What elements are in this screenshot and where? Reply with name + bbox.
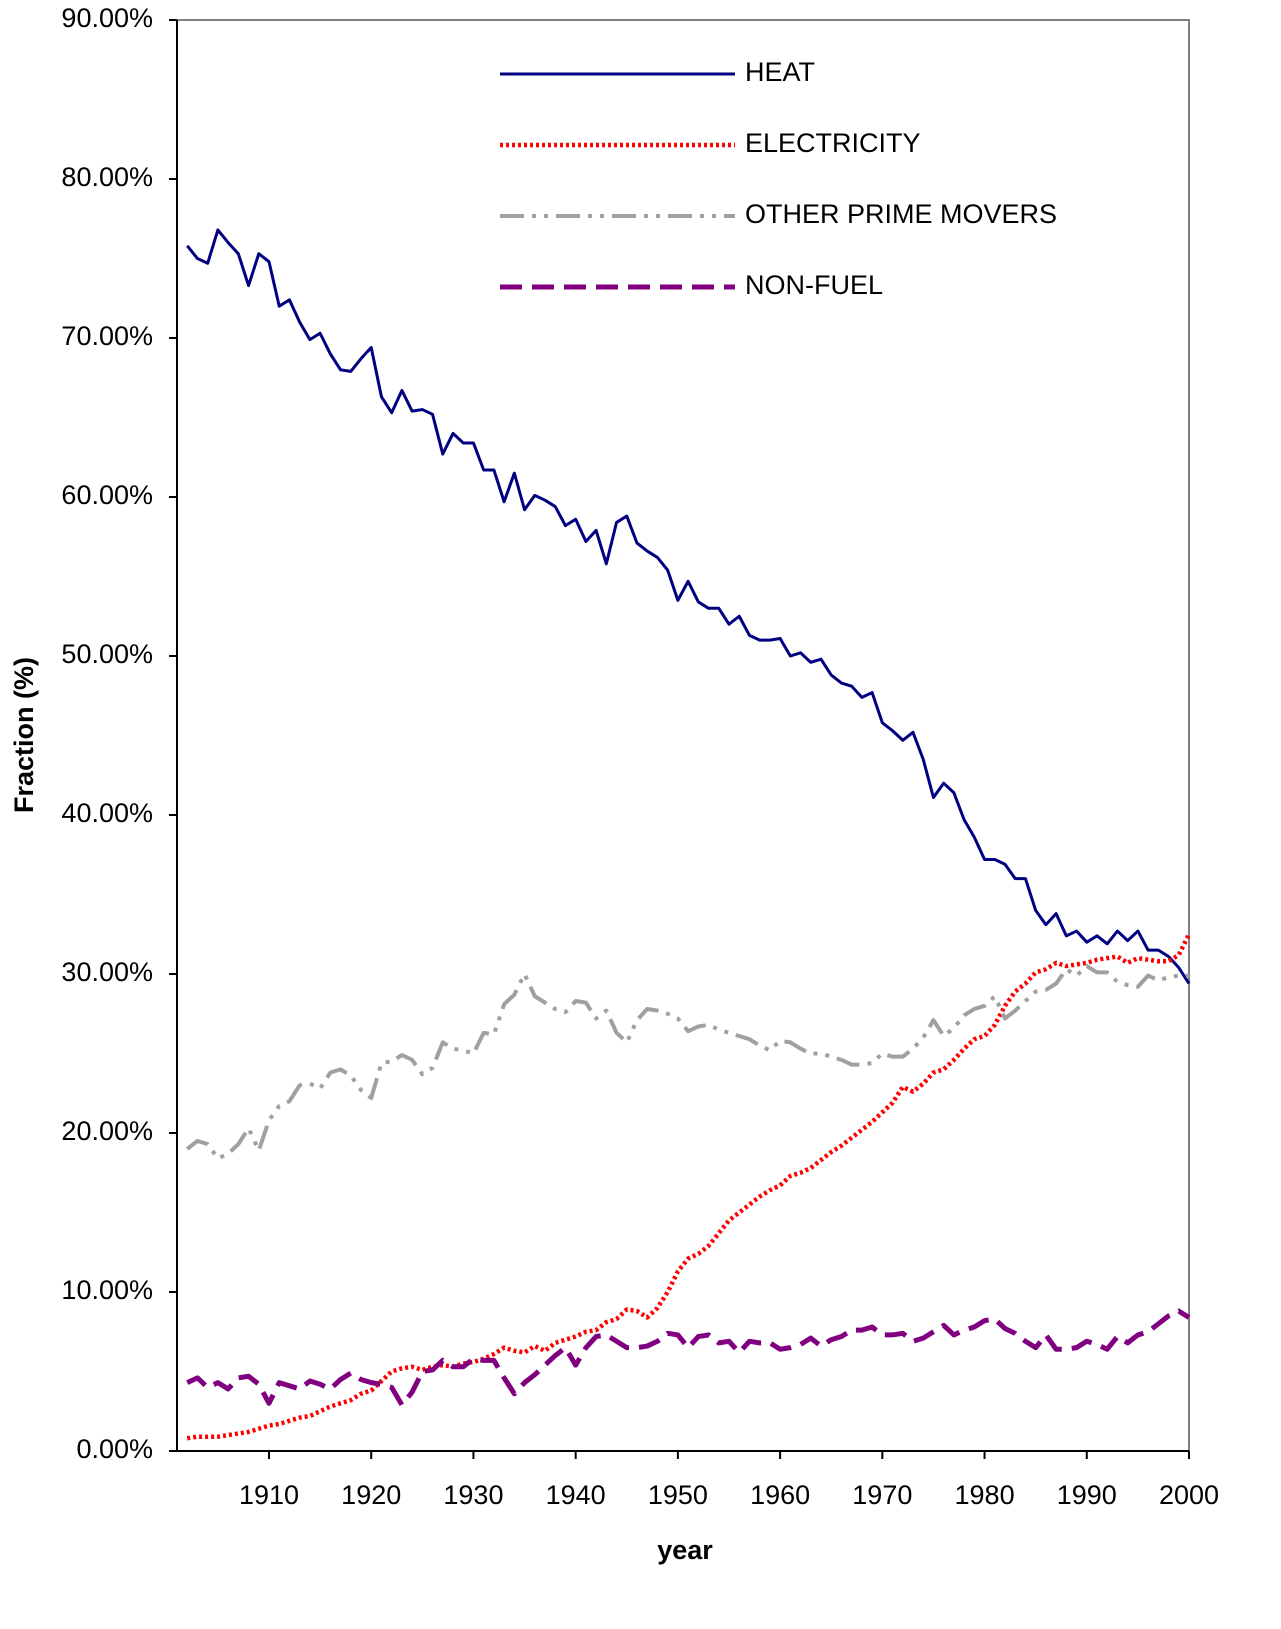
y-tick-label: 70.00% bbox=[61, 321, 153, 351]
y-tick-label: 50.00% bbox=[61, 639, 153, 669]
x-tick-label: 1920 bbox=[341, 1480, 401, 1510]
legend-label: HEAT bbox=[745, 57, 815, 87]
y-tick-label: 20.00% bbox=[61, 1116, 153, 1146]
legend-label: OTHER PRIME MOVERS bbox=[745, 199, 1057, 229]
plot-frame bbox=[176, 19, 1190, 1452]
x-tick-label: 1930 bbox=[443, 1480, 503, 1510]
line-series bbox=[185, 964, 1189, 1161]
y-tick-label: 60.00% bbox=[61, 480, 153, 510]
x-tick-label: 1970 bbox=[852, 1480, 912, 1510]
x-axis-title: year bbox=[657, 1535, 713, 1565]
x-tick-label: 1980 bbox=[955, 1480, 1015, 1510]
y-axis-title: Fraction (%) bbox=[9, 657, 39, 813]
legend-label: NON-FUEL bbox=[745, 270, 883, 300]
line-series bbox=[186, 933, 1192, 1441]
x-tick-label: 2000 bbox=[1159, 1480, 1219, 1510]
y-tick-label: 30.00% bbox=[61, 957, 153, 987]
y-tick-label: 0.00% bbox=[76, 1434, 153, 1464]
x-tick-label: 1910 bbox=[239, 1480, 299, 1510]
x-tick-label: 1960 bbox=[750, 1480, 810, 1510]
x-tick-label: 1940 bbox=[546, 1480, 606, 1510]
line-series bbox=[186, 1308, 1191, 1408]
y-tick-label: 40.00% bbox=[61, 798, 153, 828]
line-series bbox=[186, 228, 1191, 985]
y-tick-label: 90.00% bbox=[61, 3, 153, 33]
legend-label: ELECTRICITY bbox=[745, 128, 921, 158]
y-tick-label: 80.00% bbox=[61, 162, 153, 192]
x-tick-label: 1990 bbox=[1057, 1480, 1117, 1510]
x-tick-label: 1950 bbox=[648, 1480, 708, 1510]
y-tick-label: 10.00% bbox=[61, 1275, 153, 1305]
